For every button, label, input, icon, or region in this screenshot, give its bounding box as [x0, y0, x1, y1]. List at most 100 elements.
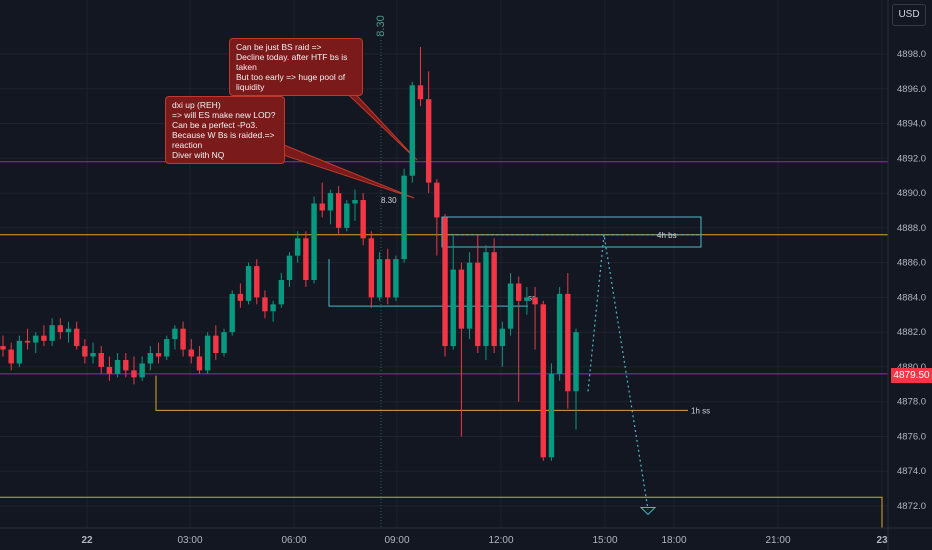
candle [106, 356, 113, 381]
candle [278, 273, 285, 308]
last-price-label: 4879.50 [891, 368, 932, 383]
candle-body [41, 335, 47, 341]
candle [393, 255, 399, 301]
candle-body [188, 349, 194, 357]
y-tick-label: 4898.0 [897, 49, 926, 60]
candle-body [286, 255, 293, 280]
candle [385, 248, 391, 305]
candle-body [458, 269, 465, 329]
x-tick-label: 12:00 [488, 535, 513, 546]
projection-path [587, 234, 649, 510]
candle [335, 186, 342, 235]
candle [434, 179, 440, 256]
callout-bs-raid: Can be just BS raid => Decline today. af… [229, 38, 363, 96]
candle [360, 193, 366, 246]
candle-body [466, 262, 473, 329]
candle [466, 252, 473, 340]
candle-body [106, 366, 113, 374]
candle-body [319, 203, 325, 211]
candle-body [278, 280, 285, 305]
candle [532, 286, 538, 350]
currency-button[interactable]: USD [892, 4, 926, 26]
candle [475, 234, 481, 354]
x-tick-label: 03:00 [177, 535, 202, 546]
projection-arrowhead [639, 506, 657, 516]
label-4h-bs: 4h bs [657, 231, 677, 240]
candle [491, 238, 497, 354]
candle [57, 318, 64, 340]
candle-body [8, 349, 14, 364]
candle [409, 81, 415, 183]
label-1h-ss: 1h ss [691, 406, 710, 415]
candle-body [352, 200, 358, 204]
candle [114, 353, 121, 378]
callout-dxi-up: dxi up (REH) => will ES make new LOD? Ca… [165, 96, 285, 164]
candle-body [483, 252, 489, 347]
candle-body [172, 328, 178, 340]
candle-body [540, 304, 546, 458]
candle-body [401, 175, 407, 260]
candle-body [311, 203, 317, 280]
candle-body [475, 262, 481, 347]
candle-body [270, 304, 276, 312]
candle-body [131, 370, 137, 378]
x-tick-label: 23 [876, 535, 888, 546]
candle [458, 262, 465, 437]
lows-level-line [0, 496, 883, 528]
x-tick-label: 21:00 [765, 535, 790, 546]
candle-body [573, 332, 579, 392]
y-tick-label: 4880.0 [897, 362, 926, 373]
candle [548, 363, 555, 461]
candle [98, 346, 104, 374]
candle [507, 273, 514, 336]
candle [270, 300, 276, 322]
candle-body [155, 353, 162, 357]
candle [164, 335, 170, 360]
candle-body [82, 346, 88, 357]
candle-body [123, 359, 129, 371]
candle [573, 328, 579, 430]
drawings: 8.30 4h bs ss 8.30 1h ss [155, 15, 710, 528]
candle-body [114, 359, 121, 374]
candles [0, 47, 579, 461]
candle-body [565, 293, 571, 392]
x-tick-label: 09:00 [384, 535, 409, 546]
candle [442, 213, 448, 357]
candle [556, 286, 563, 381]
candle [319, 182, 325, 218]
candle [131, 356, 137, 385]
candle [73, 321, 80, 350]
candle [417, 47, 424, 107]
candle-body [409, 85, 415, 176]
candle-body [0, 346, 6, 350]
candle [245, 262, 252, 305]
candle [450, 234, 456, 350]
candle [303, 231, 309, 287]
y-axis: 4872.0 4874.0 4876.0 4878.0 4880.0 4882.0 4884… [887, 0, 926, 550]
candle [180, 321, 186, 357]
y-tick-label: 4884.0 [897, 292, 926, 303]
candle-body [491, 252, 497, 347]
candle-body [147, 353, 154, 364]
candle-body [385, 259, 391, 298]
candle [229, 290, 235, 336]
y-tick-label: 4896.0 [897, 84, 926, 95]
candle-body [425, 99, 432, 183]
y-tick-label: 4872.0 [897, 501, 926, 512]
candle [41, 325, 47, 347]
candle-body [16, 340, 23, 364]
box-4h-bs [441, 216, 702, 248]
candle-body [532, 297, 538, 305]
candle-body [57, 325, 64, 333]
candle [565, 273, 571, 409]
candle [499, 321, 506, 367]
candle [540, 300, 546, 461]
candle-body [73, 328, 80, 347]
x-tick-label: 18:00 [661, 535, 686, 546]
candle-body [90, 353, 96, 357]
candle-body [335, 193, 342, 228]
candle [294, 231, 301, 263]
callout-dxi-up-pointer [272, 144, 415, 199]
candle [90, 342, 96, 364]
